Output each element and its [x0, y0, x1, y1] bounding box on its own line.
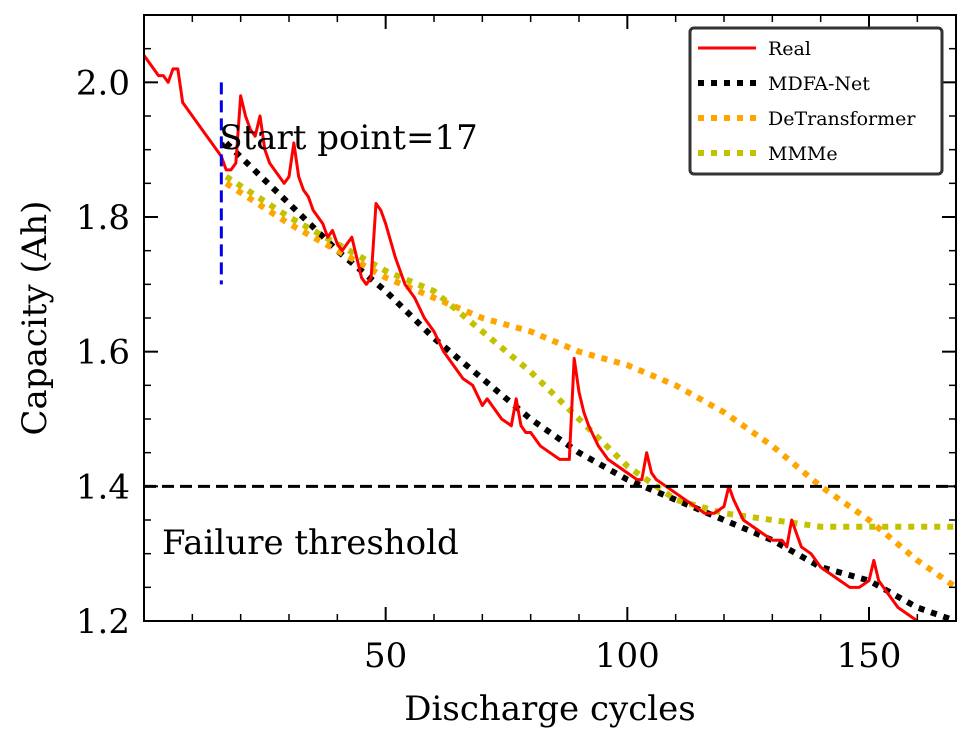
x-tick-label: 150: [837, 636, 902, 676]
series-line-real: [144, 54, 919, 621]
legend-label-mdfa-net: MDFA-Net: [768, 73, 870, 95]
y-axis-title: Capacity (Ah): [15, 201, 55, 436]
tick-layer: 50 100 150 1.2 1.4 1.6 1.8 2.0: [76, 14, 956, 676]
series-line-mmme: [224, 174, 956, 530]
y-tick-label: 1.6: [76, 333, 130, 373]
legend-label-mmme: MMMe: [768, 143, 838, 165]
y-tick-label: 2.0: [76, 63, 130, 103]
legend-box: [688, 26, 944, 176]
y-tick-label: 1.2: [76, 602, 130, 642]
legend-label-real: Real: [768, 38, 811, 60]
start-point-label: Start point=17: [219, 118, 477, 158]
series-line-mdfa-net: [224, 140, 956, 621]
y-tick-label: 1.4: [76, 467, 130, 507]
x-tick-label: 100: [595, 636, 660, 676]
legend: Real MDFA-Net DeTransformer MMMe: [688, 26, 944, 176]
y-tick-label: 1.8: [76, 198, 130, 238]
failure-threshold-label: Failure threshold: [162, 523, 459, 563]
legend-label-detransformer: DeTransformer: [768, 108, 916, 130]
series-line-detransformer: [224, 180, 956, 590]
series-layer: [144, 54, 956, 621]
annotation-layer: Failure threshold Start point=17: [144, 82, 956, 563]
x-axis-title: Discharge cycles: [404, 689, 695, 729]
x-tick-label: 50: [364, 636, 407, 676]
